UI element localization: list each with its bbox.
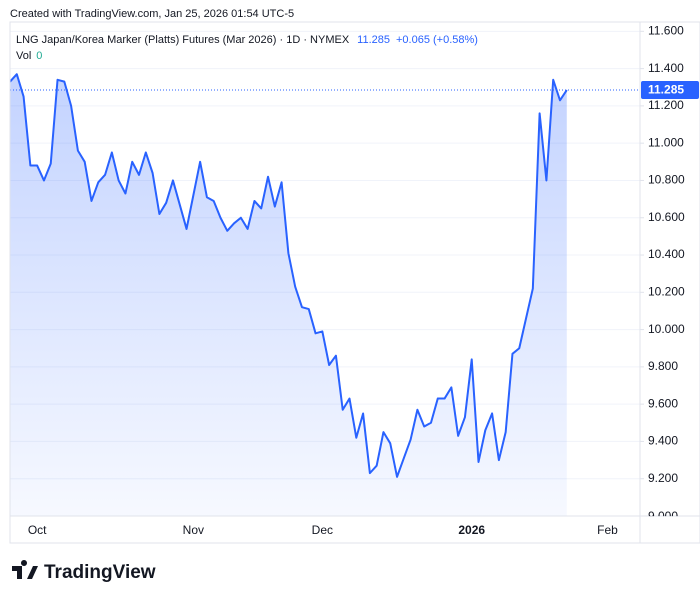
plot-area [10, 73, 640, 516]
x-tick-label: Dec [312, 523, 333, 537]
y-tick-label: 10.200 [648, 284, 685, 298]
y-tick-label: 11.200 [648, 98, 684, 112]
chart-frame [9, 21, 700, 544]
price-change: +0.065 (+0.58%) [396, 34, 478, 46]
y-tick-label: 10.000 [648, 322, 685, 336]
title: LNG Japan/Korea Marker (Platts) Futures … [16, 34, 350, 46]
brand-logo: TradingView [12, 560, 156, 583]
y-tick-label: 10.600 [648, 210, 685, 224]
x-tick-label: 2026 [458, 523, 485, 537]
x-tick-label: Nov [183, 523, 204, 537]
x-tick-label: Oct [28, 523, 47, 537]
y-tick-label: 11.000 [648, 135, 684, 149]
volume-label: Vol [16, 50, 31, 62]
last-price-label: 11.285 [648, 83, 684, 97]
volume-value: 0 [36, 50, 42, 62]
y-tick-label: 9.200 [648, 471, 678, 485]
created-note: Created with TradingView.com, Jan 25, 20… [10, 8, 294, 20]
y-tick-label: 11.400 [648, 61, 684, 75]
logo-icon [12, 560, 38, 579]
area-fill [10, 74, 567, 516]
y-tick-label: 11.600 [648, 23, 684, 37]
instrument-title: LNG Japan/Korea Marker (Platts) Futures … [16, 34, 478, 46]
axes: 9.000 9.200 9.400 9.600 9.800 10.000 10.200 10.… [28, 23, 699, 537]
last-price: 11.285 [357, 34, 390, 46]
price-line [10, 73, 568, 478]
y-tick-label: 10.400 [648, 247, 685, 261]
y-tick-label: 9.600 [648, 396, 678, 410]
brand-name: TradingView [44, 562, 156, 583]
y-tick-label: 9.400 [648, 434, 678, 448]
y-tick-label: 9.800 [648, 359, 678, 373]
x-tick-label: Feb [597, 523, 618, 537]
y-tick-label: 9.000 [648, 509, 678, 523]
last-price-tag [641, 81, 699, 100]
y-tick-label: 10.800 [648, 173, 685, 187]
volume-row: Vol 0 [16, 50, 42, 62]
